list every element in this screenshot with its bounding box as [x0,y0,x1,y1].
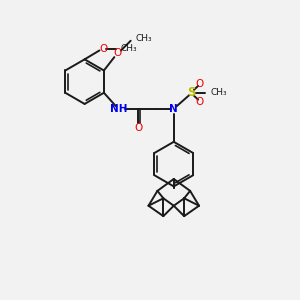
Text: O: O [99,44,107,54]
Text: CH₃: CH₃ [136,34,152,43]
Text: CH₃: CH₃ [121,44,137,53]
Text: N: N [169,104,178,114]
Text: O: O [196,97,204,107]
Text: O: O [196,79,204,89]
Text: NH: NH [110,104,128,114]
Text: O: O [134,123,142,133]
Text: CH₃: CH₃ [210,88,226,97]
Text: O: O [114,48,122,58]
Text: S: S [187,86,196,99]
